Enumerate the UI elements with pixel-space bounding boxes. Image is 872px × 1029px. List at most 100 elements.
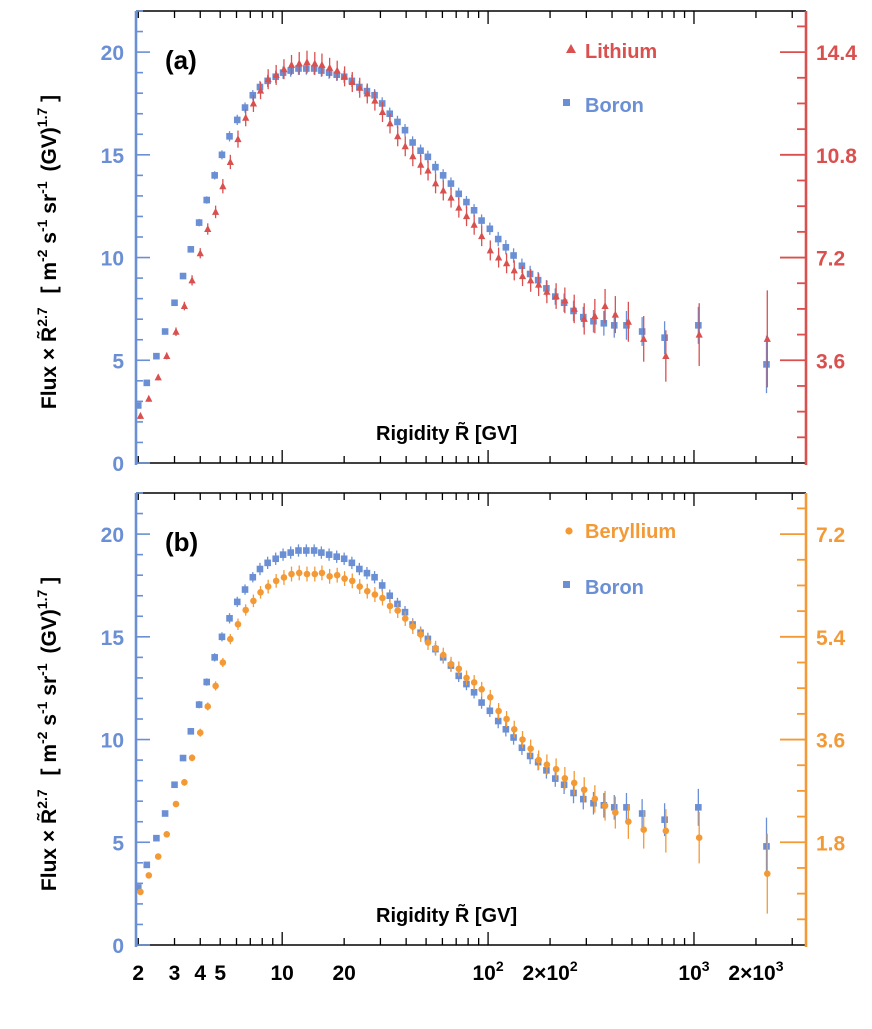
panel-b-label: (b) bbox=[165, 527, 198, 557]
marker-circle bbox=[154, 853, 162, 860]
data-point-lithium bbox=[510, 260, 518, 281]
legend-lithium-marker bbox=[566, 44, 576, 53]
y-tick-label-left: 0 bbox=[112, 453, 124, 476]
data-point-lithium bbox=[527, 268, 535, 292]
data-point-lithium bbox=[249, 94, 258, 113]
data-point-lithium bbox=[226, 154, 234, 170]
marker-circle bbox=[137, 888, 144, 896]
marker-square bbox=[638, 810, 646, 817]
marker-circle bbox=[288, 570, 295, 578]
data-point-lithium bbox=[543, 280, 551, 304]
data-point-boron bbox=[134, 402, 142, 409]
data-point-beryllium bbox=[219, 657, 227, 668]
marker-circle bbox=[318, 569, 326, 577]
data-point-boron bbox=[600, 310, 608, 336]
marker-circle bbox=[181, 779, 188, 786]
marker-triangle bbox=[326, 63, 334, 71]
data-point-boron bbox=[310, 544, 318, 557]
data-point-lithium bbox=[439, 180, 447, 201]
data-point-lithium bbox=[280, 59, 288, 80]
marker-triangle bbox=[394, 132, 402, 140]
marker-square bbox=[502, 243, 510, 251]
marker-square bbox=[486, 225, 494, 233]
marker-square bbox=[494, 717, 502, 725]
marker-square bbox=[600, 319, 608, 327]
data-point-boron bbox=[623, 310, 630, 340]
data-point-boron bbox=[348, 556, 356, 570]
marker-triangle bbox=[640, 334, 648, 342]
marker-square bbox=[610, 804, 618, 811]
data-point-boron bbox=[486, 222, 494, 235]
data-point-boron bbox=[356, 562, 363, 576]
marker-square bbox=[211, 654, 218, 661]
data-point-boron bbox=[695, 788, 702, 826]
data-point-beryllium bbox=[386, 598, 394, 614]
data-point-boron bbox=[638, 799, 646, 828]
data-point-boron bbox=[340, 552, 348, 565]
marker-square bbox=[179, 272, 187, 280]
data-point-lithium bbox=[394, 126, 402, 147]
marker-square bbox=[424, 153, 432, 161]
marker-circle bbox=[591, 795, 599, 803]
marker-triangle bbox=[580, 314, 588, 322]
x-tick-label: 5 bbox=[214, 962, 226, 985]
data-point-boron bbox=[171, 299, 178, 307]
data-point-beryllium bbox=[763, 833, 771, 914]
marker-square bbox=[226, 615, 233, 622]
marker-circle bbox=[447, 660, 455, 668]
marker-square bbox=[623, 804, 630, 811]
marker-circle bbox=[326, 573, 333, 580]
marker-square bbox=[455, 190, 463, 198]
data-point-lithium bbox=[462, 206, 471, 227]
marker-square bbox=[590, 799, 597, 807]
marker-circle bbox=[535, 756, 542, 764]
data-point-beryllium bbox=[612, 796, 619, 829]
marker-circle bbox=[455, 665, 463, 673]
y-tick-label-left: 15 bbox=[101, 145, 125, 168]
marker-square bbox=[510, 734, 517, 741]
data-point-beryllium bbox=[470, 675, 478, 690]
marker-triangle bbox=[552, 292, 560, 300]
marker-circle bbox=[145, 872, 153, 879]
data-point-lithium bbox=[163, 351, 171, 360]
data-point-lithium bbox=[478, 226, 486, 247]
data-point-lithium bbox=[318, 53, 326, 77]
data-point-beryllium bbox=[280, 570, 288, 585]
data-point-lithium bbox=[624, 301, 632, 342]
data-point-boron bbox=[143, 379, 151, 387]
data-point-lithium bbox=[386, 113, 394, 134]
marker-circle bbox=[570, 779, 578, 787]
panel-a-data-layer bbox=[134, 50, 771, 419]
marker-triangle bbox=[601, 302, 609, 310]
marker-triangle bbox=[234, 135, 242, 143]
marker-triangle bbox=[527, 276, 535, 284]
data-point-beryllium bbox=[640, 810, 648, 849]
marker-circle bbox=[250, 597, 257, 605]
marker-circle bbox=[196, 729, 204, 736]
data-point-beryllium bbox=[326, 568, 333, 584]
data-point-beryllium bbox=[409, 619, 417, 634]
marker-circle bbox=[363, 587, 371, 595]
marker-square bbox=[218, 151, 226, 159]
marker-triangle bbox=[356, 83, 364, 91]
data-point-beryllium bbox=[196, 728, 204, 737]
data-point-beryllium bbox=[188, 754, 196, 762]
marker-square bbox=[233, 598, 241, 606]
data-point-boron bbox=[264, 556, 271, 570]
x-tick-label: 2×103 bbox=[728, 958, 783, 985]
marker-square bbox=[340, 555, 348, 563]
marker-triangle bbox=[495, 253, 503, 261]
marker-circle bbox=[401, 615, 409, 622]
data-point-boron bbox=[226, 131, 233, 142]
marker-square bbox=[171, 781, 178, 789]
marker-square bbox=[203, 196, 211, 204]
y-tick-label-right: 7.2 bbox=[816, 524, 845, 547]
marker-square bbox=[318, 549, 325, 556]
marker-square bbox=[171, 299, 178, 307]
marker-triangle bbox=[455, 203, 463, 211]
marker-circle bbox=[439, 651, 447, 659]
marker-square bbox=[272, 555, 279, 563]
data-point-boron bbox=[171, 781, 178, 789]
marker-circle bbox=[601, 802, 609, 810]
